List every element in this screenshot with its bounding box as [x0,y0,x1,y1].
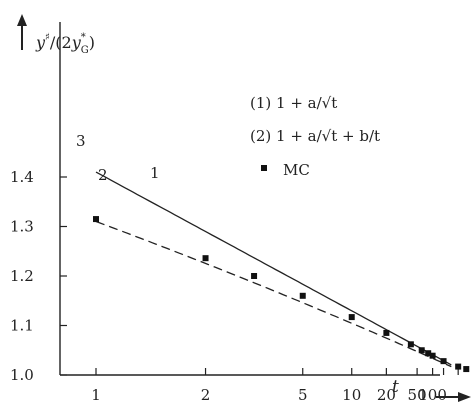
curve-label-3: 3 [76,132,86,150]
mc-point [348,314,355,321]
mc-point [407,341,414,348]
mc-point [463,366,470,373]
y-tick-label: 1.0 [10,366,34,384]
legend-entry-MC: MC [283,161,310,179]
curve-1 [95,171,452,366]
x-tick-label: 10 [342,386,361,404]
mc-point [418,347,425,354]
y-tick-label: 1.2 [10,267,34,285]
mc-point [202,255,209,262]
mc-point [251,273,258,279]
mc-point [425,350,432,357]
legend-entry-1: (1) 1 + a/√t [250,94,337,112]
mc-point [299,292,306,299]
legend-mc-marker [261,165,267,171]
curve-2 [95,220,452,368]
y-axis-arrow-icon [17,14,27,50]
x-tick-label: 2 [201,386,211,404]
mc-point [440,358,447,365]
mc-point [455,363,462,370]
mc-point [429,352,436,359]
x-tick-label: 5 [298,386,308,404]
y-axis-label: y♯/(2y* G) [35,32,95,56]
y-tick-label: 1.3 [10,218,34,236]
y-tick-label: 1.4 [10,168,34,186]
x-axis-label: t [392,377,399,397]
y-tick-label: 1.1 [10,317,34,335]
curve-label-2: 2 [98,166,108,184]
mc-point [93,216,99,223]
x-tick-label: 1 [91,386,101,404]
curve-label-1: 1 [150,164,160,182]
x-tick-label: 100 [418,386,447,404]
mc-point [383,329,390,336]
x-tick-label: 20 [377,386,396,404]
x-tick-label: 50 [408,386,427,404]
legend-entry-2: (2) 1 + a/√t + b/t [250,127,380,145]
x-axis-arrow-icon [436,392,471,402]
